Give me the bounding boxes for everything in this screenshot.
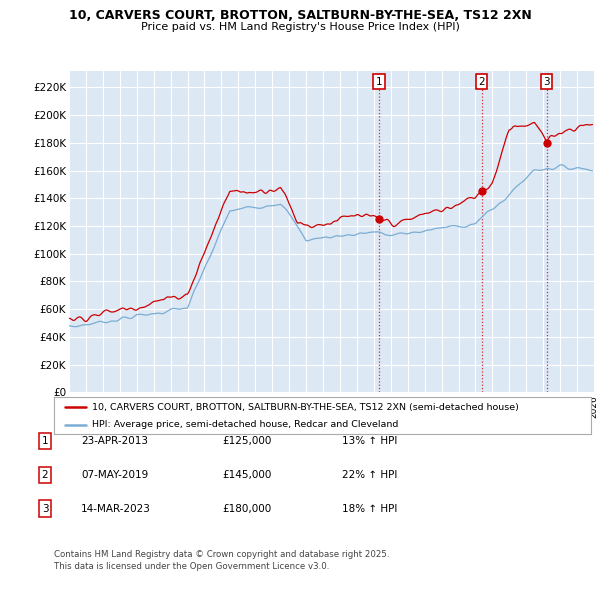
Text: 13% ↑ HPI: 13% ↑ HPI	[342, 437, 397, 446]
Text: 22% ↑ HPI: 22% ↑ HPI	[342, 470, 397, 480]
Text: 23-APR-2013: 23-APR-2013	[81, 437, 148, 446]
Text: 07-MAY-2019: 07-MAY-2019	[81, 470, 148, 480]
Text: 1: 1	[376, 77, 382, 87]
Text: £145,000: £145,000	[222, 470, 271, 480]
Text: Contains HM Land Registry data © Crown copyright and database right 2025.
This d: Contains HM Land Registry data © Crown c…	[54, 550, 389, 571]
Text: 2: 2	[41, 470, 49, 480]
Text: 18% ↑ HPI: 18% ↑ HPI	[342, 504, 397, 513]
Text: Price paid vs. HM Land Registry's House Price Index (HPI): Price paid vs. HM Land Registry's House …	[140, 22, 460, 32]
Text: 14-MAR-2023: 14-MAR-2023	[81, 504, 151, 513]
Text: HPI: Average price, semi-detached house, Redcar and Cleveland: HPI: Average price, semi-detached house,…	[92, 420, 398, 429]
Text: 1: 1	[41, 437, 49, 446]
Text: 10, CARVERS COURT, BROTTON, SALTBURN-BY-THE-SEA, TS12 2XN (semi-detached house): 10, CARVERS COURT, BROTTON, SALTBURN-BY-…	[92, 403, 518, 412]
Text: £125,000: £125,000	[222, 437, 271, 446]
Text: 3: 3	[41, 504, 49, 513]
Text: 10, CARVERS COURT, BROTTON, SALTBURN-BY-THE-SEA, TS12 2XN: 10, CARVERS COURT, BROTTON, SALTBURN-BY-…	[68, 9, 532, 22]
Text: 3: 3	[543, 77, 550, 87]
Text: 2: 2	[478, 77, 485, 87]
Text: £180,000: £180,000	[222, 504, 271, 513]
